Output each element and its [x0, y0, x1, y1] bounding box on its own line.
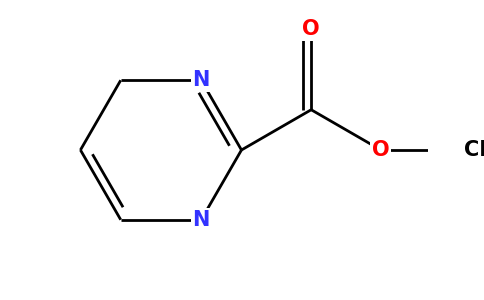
Text: O: O [372, 140, 390, 160]
Text: N: N [193, 70, 210, 90]
Text: O: O [302, 19, 320, 39]
Text: CH: CH [464, 140, 484, 160]
Text: N: N [193, 210, 210, 230]
